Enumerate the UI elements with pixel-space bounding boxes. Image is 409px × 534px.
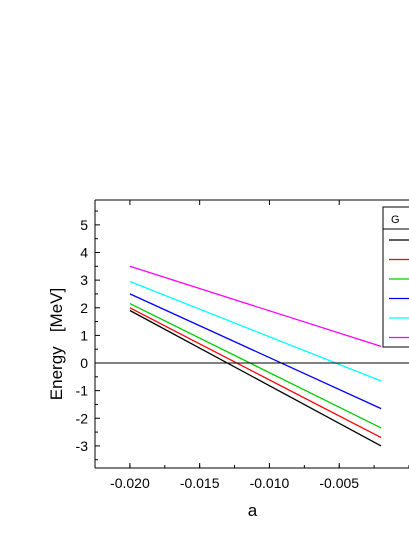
y-tick-label: 5 — [80, 217, 88, 233]
y-tick-label: 1 — [80, 327, 88, 343]
legend-items — [389, 239, 409, 339]
series-line-5 — [129, 280, 382, 382]
series-layer — [129, 265, 382, 447]
y-tick-label: 0 — [80, 355, 88, 371]
x-axis-label: a — [248, 501, 258, 520]
y-tick-label: -2 — [76, 410, 89, 426]
series-line-1 — [129, 309, 382, 447]
y-tick-label: -3 — [76, 438, 89, 454]
y-tick-label: 4 — [80, 244, 88, 260]
axes-frame — [94, 199, 409, 469]
y-tick-labels: -3 -2 -1 0 1 2 3 4 5 — [76, 217, 89, 454]
legend: G — [382, 206, 409, 348]
x-tick-labels: -0.020 -0.015 -0.010 -0.005 — [110, 475, 359, 491]
series-line-3 — [129, 303, 382, 429]
y-tick-label: -1 — [76, 383, 89, 399]
series-line-4 — [129, 293, 382, 410]
series-line-6 — [129, 265, 382, 348]
x-tick-label: -0.005 — [319, 475, 359, 491]
series-line-2 — [129, 307, 382, 439]
x-tick-label: -0.015 — [180, 475, 220, 491]
tick-marks — [94, 200, 409, 468]
y-axis-label: Energy [MeV] — [47, 288, 66, 400]
y-tick-label: 3 — [80, 272, 88, 288]
y-tick-label: 2 — [80, 300, 88, 316]
legend-title-text: G — [391, 214, 400, 226]
legend-box — [382, 206, 409, 348]
x-tick-label: -0.010 — [250, 475, 290, 491]
x-tick-label: -0.020 — [110, 475, 150, 491]
